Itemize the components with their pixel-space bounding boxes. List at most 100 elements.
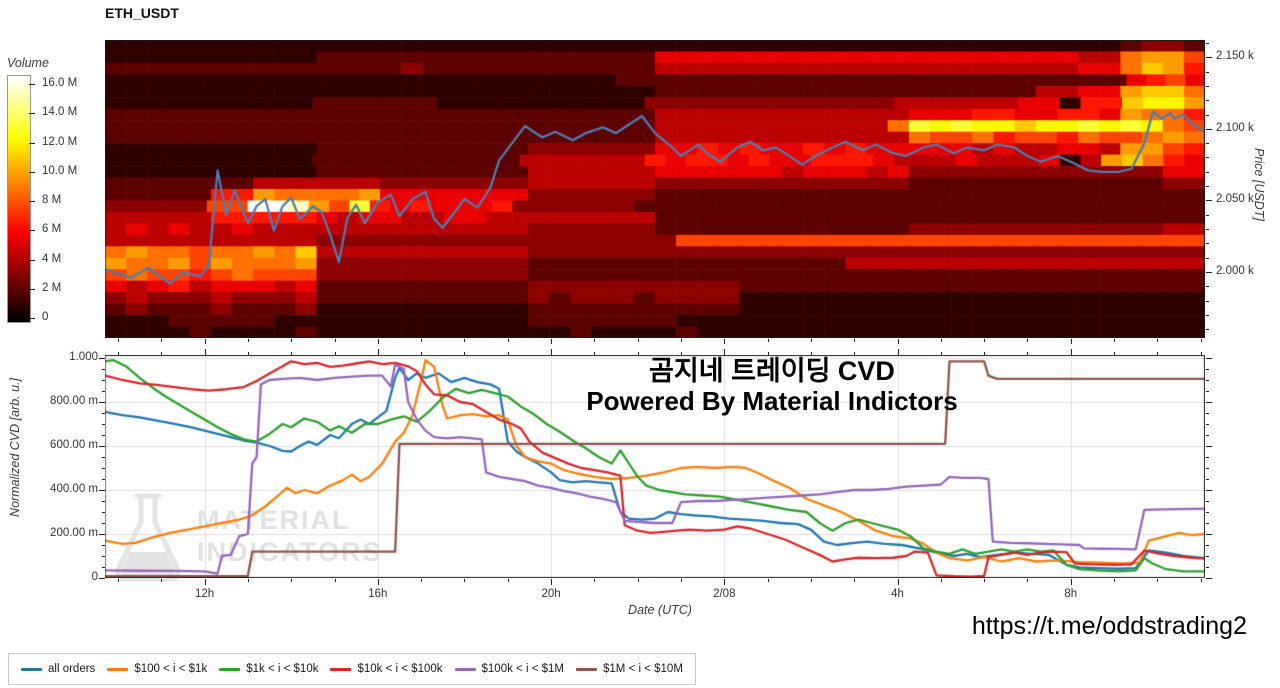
colorbar-tick: [29, 318, 35, 319]
cvd-y-tick-label: 800.00 m: [50, 394, 98, 407]
cvd-x-tick-top: [1027, 352, 1028, 355]
legend-line-swatch: [219, 667, 241, 671]
cvd-y-tick-right: [1206, 490, 1212, 491]
cvd-x-tick: [1027, 579, 1028, 582]
annotation-line1: 곰지네 트레이딩 CVD: [649, 356, 895, 386]
cvd-x-tick-label: 4h: [891, 588, 904, 600]
cvd-y-tick: [99, 446, 105, 447]
heatmap-bottom-tick: [724, 339, 725, 344]
cvd-y-tick-right: [1206, 479, 1209, 480]
cvd-x-tick: [464, 579, 465, 582]
colorbar-tick-label: 10.0 M: [42, 164, 78, 177]
cvd-y-tick-label: 1.000: [69, 350, 98, 363]
cvd-x-tick: [291, 579, 292, 582]
cvd-x-tick: [551, 579, 552, 585]
legend-item: $100k < i < $1M: [454, 663, 564, 675]
cvd-y-tick-right: [1206, 424, 1209, 425]
cvd-x-tick-top: [551, 349, 552, 355]
price-axis-tick: [1206, 172, 1209, 173]
price-axis-tick: [1206, 186, 1209, 187]
cvd-y-tick: [102, 435, 105, 436]
legend-line-swatch: [330, 667, 352, 671]
heatmap-bottom-tick: [1201, 339, 1202, 342]
volume-heatmap-canvas: [105, 40, 1205, 338]
cvd-y-tick: [99, 578, 105, 579]
cvd-x-tick-top: [248, 352, 249, 355]
cvd-y-tick-label: 600.00 m: [50, 438, 98, 451]
colorbar-tick: [29, 201, 35, 202]
cvd-y-tick-right: [1206, 523, 1209, 524]
cvd-y-tick: [99, 490, 105, 491]
annotation-line2: Powered By Material Indictors: [586, 386, 958, 417]
cvd-y-tick: [102, 380, 105, 381]
cvd-y-tick: [102, 468, 105, 469]
legend-line-swatch: [576, 667, 597, 671]
heatmap-bottom-tick: [464, 339, 465, 342]
cvd-x-tick-top: [291, 352, 292, 355]
cvd-y-tick: [102, 424, 105, 425]
cvd-y-axis-label: Normalized CVD [arb. u.]: [8, 378, 22, 517]
heatmap-bottom-tick: [118, 339, 119, 342]
colorbar-tick-label: 8 M: [42, 194, 62, 206]
price-tick-label: 2.050 k: [1216, 193, 1254, 206]
price-axis-tick: [1206, 200, 1212, 201]
price-axis-tick: [1206, 100, 1209, 101]
colorbar-tick-label: 2 M: [42, 281, 62, 294]
cvd-x-tick-top: [681, 352, 682, 355]
price-axis-tick: [1206, 157, 1209, 158]
price-tick-label: 2.150 k: [1216, 50, 1254, 63]
price-tick-label: 2.000 k: [1216, 265, 1254, 278]
cvd-y-tick-right: [1206, 446, 1212, 447]
cvd-x-tick-top: [1157, 352, 1158, 355]
cvd-y-tick-right: [1206, 380, 1209, 381]
heatmap-bottom-tick: [681, 339, 682, 342]
legend: all orders $100 < i < $1k $1k < i < $10k $1…: [8, 653, 696, 685]
cvd-y-tick-right: [1206, 369, 1209, 370]
heatmap-bottom-tick: [768, 339, 769, 342]
cvd-x-tick-label: 2/08: [713, 588, 736, 600]
legend-item: $1k < i < $10k: [219, 663, 318, 675]
cvd-y-tick-right: [1206, 512, 1209, 513]
price-axis-tick: [1206, 329, 1209, 330]
cvd-x-tick-top: [638, 352, 639, 355]
cvd-x-tick: [1114, 579, 1115, 582]
colorbar-tick-label: 16.0 M: [42, 77, 78, 89]
heatmap-bottom-tick: [1027, 339, 1028, 342]
cvd-x-tick: [161, 579, 162, 582]
legend-item-label: $10k < i < $100k: [357, 663, 443, 675]
cvd-x-tick-top: [118, 352, 119, 355]
cvd-y-tick: [102, 512, 105, 513]
cvd-y-tick-right: [1206, 578, 1212, 579]
cvd-y-tick-right: [1206, 567, 1209, 568]
heatmap-bottom-tick: [1114, 339, 1115, 342]
heatmap-bottom-tick: [811, 339, 812, 342]
cvd-x-tick-top: [594, 352, 595, 355]
cvd-x-tick-top: [1071, 349, 1072, 355]
cvd-x-tick: [941, 579, 942, 582]
cvd-x-tick: [854, 579, 855, 582]
price-axis-label: Price [USDT]: [1252, 148, 1266, 221]
legend-item-label: $100 < i < $1k: [134, 663, 208, 675]
price-axis-tick: [1206, 115, 1209, 116]
cvd-x-tick-top: [464, 352, 465, 355]
price-axis-tick: [1206, 272, 1212, 273]
colorbar-tick-label: 4 M: [42, 252, 62, 265]
heatmap-bottom-tick: [335, 339, 336, 342]
cvd-x-tick: [898, 579, 899, 585]
price-axis-tick: [1206, 143, 1209, 144]
cvd-y-tick-right: [1206, 468, 1209, 469]
cvd-x-tick-top: [854, 352, 855, 355]
heatmap-bottom-tick: [854, 339, 855, 342]
cvd-y-tick: [102, 457, 105, 458]
heatmap-bottom-tick: [291, 339, 292, 342]
cvd-x-tick: [335, 579, 336, 582]
legend-item-label: all orders: [48, 663, 96, 675]
cvd-y-tick-right: [1206, 501, 1209, 502]
price-axis-tick: [1206, 72, 1209, 73]
legend-item: all orders: [21, 663, 95, 675]
cvd-y-tick-right: [1206, 545, 1209, 546]
cvd-x-tick-top: [811, 352, 812, 355]
cvd-x-tick: [248, 579, 249, 582]
heatmap-bottom-tick: [421, 339, 422, 342]
